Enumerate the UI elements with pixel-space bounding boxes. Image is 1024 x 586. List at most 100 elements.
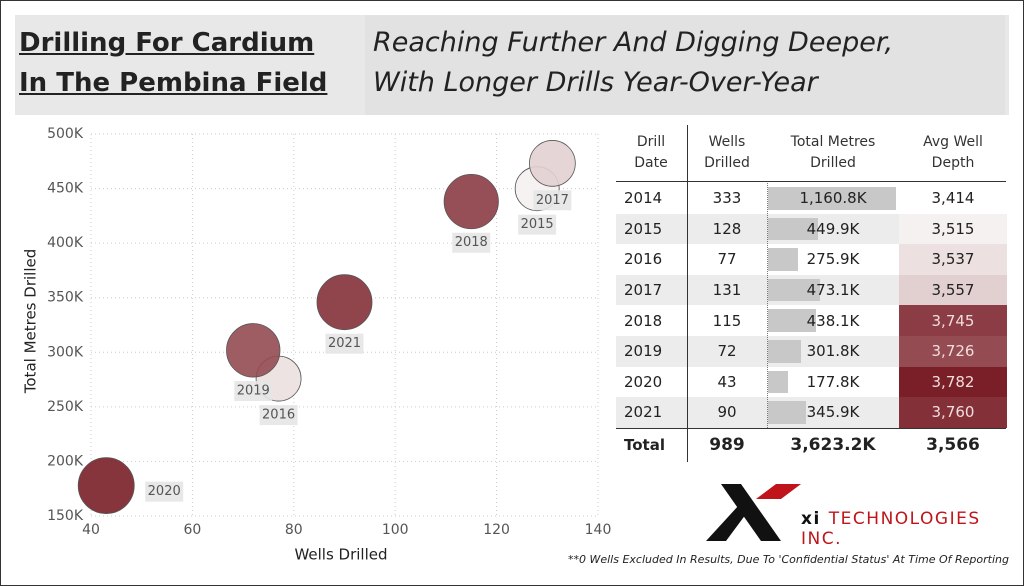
column-header: Drill Date bbox=[616, 125, 686, 181]
x-tick-label: 100 bbox=[382, 522, 409, 538]
table-cell: 301.8K bbox=[806, 342, 860, 361]
point-label-bg bbox=[259, 405, 298, 426]
table-cell: 345.9K bbox=[806, 403, 860, 422]
total-cell: Total bbox=[624, 435, 665, 454]
y-tick-label: 250K bbox=[47, 399, 84, 415]
bar bbox=[768, 248, 799, 271]
table-cell: 3,515 bbox=[931, 219, 975, 238]
table-cell: 2020 bbox=[624, 372, 663, 391]
bubble bbox=[529, 140, 576, 187]
bar bbox=[768, 309, 817, 332]
table-cell: 2017 bbox=[624, 281, 663, 300]
point-label: 2019 bbox=[237, 384, 270, 399]
table-cell: 90 bbox=[717, 403, 737, 422]
logo-mark: xi bbox=[801, 509, 821, 529]
table-cell: 2016 bbox=[624, 250, 663, 269]
table-cell: 2015 bbox=[624, 219, 663, 238]
x-tick-label: 140 bbox=[585, 522, 611, 538]
table-cell: 3,414 bbox=[931, 189, 975, 208]
depth-cell bbox=[899, 213, 1007, 245]
depth-cell bbox=[899, 397, 1007, 428]
table-cell: 2018 bbox=[624, 311, 663, 330]
table-cell: 3,745 bbox=[931, 311, 975, 330]
header-text: Total Metres Drilled bbox=[790, 134, 876, 171]
footnote: **0 Wells Excluded In Results, Due To 'C… bbox=[567, 553, 1009, 566]
depth-cell bbox=[899, 305, 1007, 336]
title-line: In The Pembina Field bbox=[19, 68, 328, 98]
point-label-bg bbox=[325, 333, 364, 354]
table-cell: 3,760 bbox=[931, 403, 975, 422]
table-cell: 2014 bbox=[624, 189, 663, 208]
bar bbox=[768, 370, 788, 394]
table-cell: 1,160.8K bbox=[799, 189, 867, 208]
logo-text: TECHNOLOGIES INC. bbox=[801, 509, 981, 549]
y-tick-label: 200K bbox=[47, 453, 84, 469]
subtitle-line: With Longer Drills Year-Over-Year bbox=[373, 67, 818, 98]
total-cell: 989 bbox=[709, 434, 745, 455]
table-cell: 77 bbox=[717, 250, 737, 269]
table-cell: 115 bbox=[712, 311, 742, 330]
x-tick-label: 60 bbox=[183, 522, 201, 538]
bar bbox=[768, 278, 821, 302]
bar-axis bbox=[767, 183, 768, 428]
table-cell: 2019 bbox=[624, 342, 663, 361]
subtitle: Reaching Further And Digging Deeper, Wit… bbox=[373, 23, 893, 103]
bar bbox=[768, 187, 896, 210]
column-header: Avg Well Depth bbox=[899, 125, 1007, 181]
column-header: Total Metres Drilled bbox=[767, 125, 899, 181]
title: Drilling For Cardium In The Pembina Fiel… bbox=[19, 23, 359, 103]
title-line: Drilling For Cardium bbox=[19, 28, 315, 58]
x-axis-label: Wells Drilled bbox=[294, 546, 387, 564]
bar bbox=[768, 401, 807, 424]
table-cell: 438.1K bbox=[806, 311, 860, 330]
header-text: Avg Well Depth bbox=[923, 134, 983, 171]
table-cell: 3,537 bbox=[931, 250, 975, 269]
bar bbox=[768, 217, 818, 241]
point-label: 2020 bbox=[148, 484, 181, 499]
table-cell: 275.9K bbox=[806, 250, 860, 269]
total-cell: 3,623.2K bbox=[790, 434, 876, 455]
table-cell: 2021 bbox=[624, 403, 663, 422]
table-cell: 3,557 bbox=[931, 281, 975, 300]
table-cell: 43 bbox=[717, 372, 737, 391]
column-divider bbox=[687, 125, 688, 462]
point-label-bg bbox=[533, 190, 572, 211]
depth-cell bbox=[899, 336, 1007, 367]
point-label: 2016 bbox=[262, 408, 295, 423]
table-cell: 177.8K bbox=[806, 372, 860, 391]
y-axis-label: Total Metres Drilled bbox=[22, 249, 40, 394]
point-label-bg bbox=[234, 381, 273, 402]
point-label-bg bbox=[145, 481, 184, 502]
table-cell: 72 bbox=[717, 342, 737, 361]
y-tick-label: 450K bbox=[47, 181, 84, 197]
depth-cell bbox=[899, 274, 1007, 306]
total-cell: 3,566 bbox=[926, 434, 980, 455]
y-tick-label: 150K bbox=[47, 508, 84, 524]
table-cell: 3,782 bbox=[931, 372, 975, 391]
total-line bbox=[616, 427, 1006, 429]
point-label: 2017 bbox=[536, 193, 569, 208]
table-cell: 473.1K bbox=[806, 281, 860, 300]
header-line bbox=[616, 181, 1006, 182]
table-cell: 333 bbox=[712, 189, 742, 208]
table-cell: 449.9K bbox=[806, 219, 860, 238]
point-label-bg bbox=[452, 232, 491, 253]
bubble bbox=[77, 457, 135, 515]
y-tick-label: 500K bbox=[47, 126, 84, 142]
bar bbox=[768, 340, 802, 363]
logo-icon bbox=[706, 484, 801, 541]
point-label: 2015 bbox=[521, 217, 554, 232]
table-cell: 128 bbox=[712, 219, 742, 238]
y-tick-label: 350K bbox=[47, 290, 84, 306]
x-tick-label: 120 bbox=[483, 522, 510, 538]
x-tick-label: 80 bbox=[285, 522, 303, 538]
subtitle-line: Reaching Further And Digging Deeper, bbox=[373, 27, 894, 58]
y-tick-label: 400K bbox=[47, 235, 84, 251]
point-label-bg bbox=[518, 214, 557, 235]
y-tick-label: 300K bbox=[47, 344, 84, 360]
column-header: Wells Drilled bbox=[687, 125, 767, 181]
table-cell: 3,726 bbox=[931, 342, 975, 361]
header-text: Drill Date bbox=[634, 134, 668, 171]
